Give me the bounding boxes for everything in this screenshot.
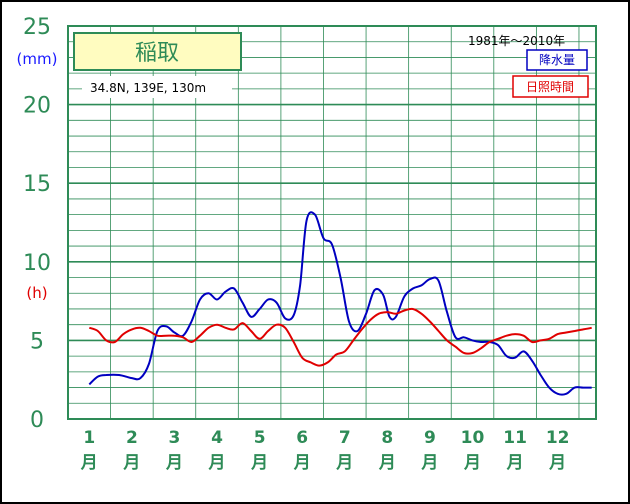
legend-sun-label: 日照時間 [526,80,574,94]
x-tick-month: 月 [80,453,98,473]
y-tick-label: 25 [23,15,51,40]
x-tick-label: 4 [211,428,223,448]
y-tick-label: 15 [23,172,51,197]
period-label: 1981年〜2010年 [468,34,565,48]
y-tick-label: 5 [30,329,44,354]
x-tick-label: 11 [503,428,527,448]
x-tick-label: 2 [126,428,138,448]
y-tick-label: 20 [23,94,51,119]
legend-precip-box [526,49,588,71]
x-tick-label: 8 [381,428,393,448]
x-tick-label: 7 [339,428,351,448]
chart-title: 稲取 [135,41,179,66]
x-tick-label: 5 [254,428,266,448]
x-tick-month: 月 [250,453,268,473]
legend-precip-label: 降水量 [539,53,575,67]
x-tick-month: 月 [122,453,140,473]
x-tick-month: 月 [420,453,438,473]
x-tick-labels: 1 月 2 月 3 月 4 月 5 月 6 月 7 月 8 月 9 月 10 月 11 月 12 月 [80,428,570,473]
precip-unit-label: (mm) [17,50,58,68]
title-box [73,32,242,71]
x-tick-month: 月 [293,453,311,473]
x-tick-month: 月 [335,453,353,473]
y-tick-labels: 0 5 10 15 20 25 [23,15,51,433]
location-label: 34.8N, 139E, 130m [90,81,206,95]
x-tick-label: 10 [461,428,485,448]
location-bg [82,76,232,98]
x-tick-month: 月 [548,453,566,473]
x-tick-month: 月 [165,453,183,473]
x-tick-month: 月 [463,453,481,473]
sunshine-line [88,307,592,367]
x-tick-month: 月 [506,453,524,473]
x-tick-month: 月 [208,453,226,473]
x-tick-month: 月 [378,453,396,473]
x-tick-label: 6 [296,428,308,448]
x-tick-label: 3 [169,428,181,448]
y-tick-label: 0 [30,408,44,433]
series-layer [88,211,592,396]
legend-sun-box [512,75,589,98]
x-tick-label: 12 [546,428,570,448]
precipitation-line [88,211,592,396]
y-tick-label: 10 [23,251,51,276]
x-tick-label: 1 [83,428,95,448]
sunshine-unit-label: (h) [26,284,47,302]
x-tick-label: 9 [424,428,436,448]
